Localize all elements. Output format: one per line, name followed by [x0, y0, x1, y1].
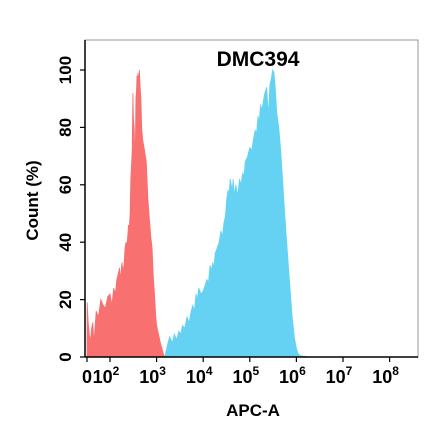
x-tick-label: 0 [82, 367, 92, 387]
x-tick-label: 102 [93, 364, 120, 387]
histogram-series-1 [86, 69, 166, 358]
x-axis-label: APC-A [226, 401, 280, 420]
x-tick-label: 107 [326, 364, 353, 387]
x-tick-label: 106 [279, 364, 306, 387]
x-tick-label: 108 [372, 364, 399, 387]
y-tick-label: 80 [56, 118, 75, 137]
series-layer [86, 68, 309, 358]
y-tick-marks [80, 69, 85, 358]
x-tick-label: 105 [232, 364, 259, 387]
y-tick-label: 20 [56, 290, 75, 309]
x-tick-labels: 0 102 103 104 105 106 107 108 [82, 364, 399, 387]
y-tick-labels: 0 20 40 60 80 100 [56, 56, 75, 362]
x-tick-label: 103 [139, 364, 166, 387]
chart-title: DMC394 [217, 48, 300, 71]
y-tick-label: 100 [56, 56, 75, 84]
x-tick-label: 104 [186, 364, 213, 387]
x-tick-marks [86, 357, 391, 362]
y-tick-label: 0 [56, 352, 75, 361]
y-tick-label: 40 [56, 233, 75, 252]
histogram-series-2 [164, 68, 309, 358]
plot-area [80, 39, 419, 362]
y-axis-label: Count (%) [23, 160, 42, 240]
y-tick-label: 60 [56, 175, 75, 194]
